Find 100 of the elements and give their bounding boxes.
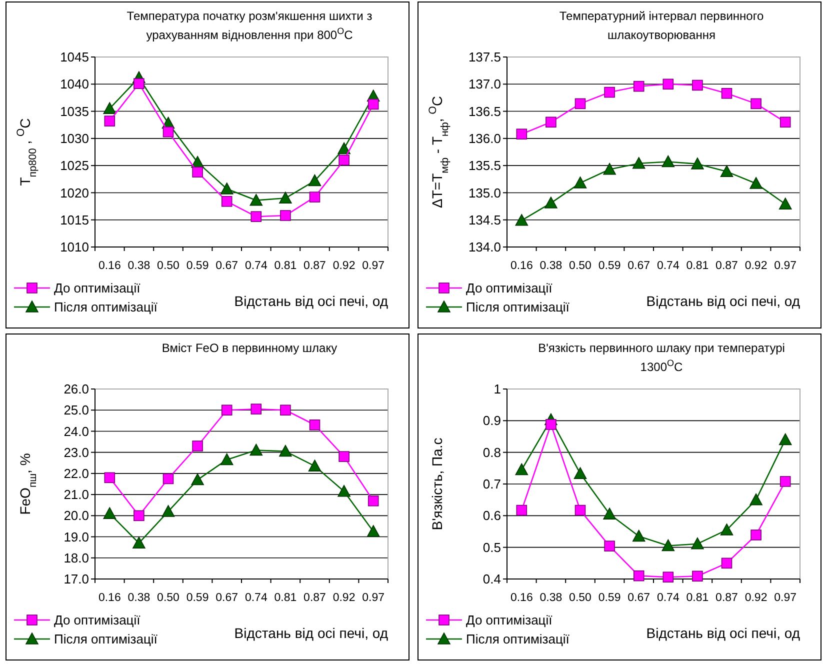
y-axis-title: В'язкість, Па.с bbox=[429, 438, 445, 530]
point bbox=[220, 182, 234, 194]
x-tick-label: 0.81 bbox=[686, 592, 709, 604]
x-tick-label: 0.97 bbox=[362, 592, 385, 604]
x-tick-label: 0.38 bbox=[540, 592, 562, 604]
point bbox=[750, 177, 762, 189]
y-tick-label: 0.8 bbox=[482, 444, 501, 460]
y-tick-label: 17.0 bbox=[64, 572, 89, 587]
x-tick-label: 0.67 bbox=[216, 592, 238, 604]
point bbox=[632, 157, 646, 169]
point bbox=[604, 540, 615, 552]
y-tick-label: 134.5 bbox=[468, 212, 501, 228]
y-tick-label: 1030 bbox=[60, 130, 89, 146]
point bbox=[221, 404, 232, 416]
point bbox=[721, 558, 732, 569]
x-tick-label: 0.97 bbox=[362, 260, 385, 272]
point bbox=[778, 433, 792, 446]
x-axis-title: Відстань від осі печі, од bbox=[646, 625, 800, 641]
point bbox=[662, 539, 675, 552]
y-tick-label: 21.0 bbox=[64, 487, 89, 502]
x-tick-label: 0.92 bbox=[332, 260, 356, 272]
point bbox=[104, 116, 116, 126]
point bbox=[103, 102, 116, 114]
point bbox=[280, 210, 291, 221]
point bbox=[574, 504, 586, 516]
x-tick-label: 0.50 bbox=[157, 592, 180, 604]
point bbox=[366, 525, 380, 537]
point bbox=[250, 194, 263, 206]
point bbox=[368, 98, 379, 110]
x-tick-label: 0.38 bbox=[128, 260, 150, 272]
y-tick-label: 0.4 bbox=[482, 572, 501, 587]
y-tick-label: 19.0 bbox=[64, 529, 89, 544]
y-tick-label: 18.0 bbox=[64, 550, 89, 566]
x-tick-label: 0.67 bbox=[628, 260, 650, 272]
y-tick-label: 137.0 bbox=[468, 76, 501, 92]
x-tick-label: 0.50 bbox=[569, 260, 592, 272]
point bbox=[516, 504, 528, 516]
x-tick-label: 0.16 bbox=[510, 260, 533, 272]
y-tick-label: 20.0 bbox=[64, 508, 89, 524]
point bbox=[338, 154, 350, 166]
y-tick-label: 25.0 bbox=[64, 402, 89, 418]
point bbox=[132, 536, 146, 549]
point bbox=[721, 88, 732, 99]
legend-label: До оптимізації bbox=[466, 280, 553, 296]
point bbox=[191, 473, 204, 486]
x-tick-label: 0.38 bbox=[540, 260, 562, 272]
chart-title: Температура початку розм'якшення шихти з урахуванням відновлення при 800$^{O}$C bbox=[126, 9, 373, 42]
x-tick-label: 0.59 bbox=[186, 592, 209, 604]
point bbox=[221, 196, 232, 207]
point bbox=[250, 211, 262, 222]
x-tick-label: 0.74 bbox=[244, 592, 268, 604]
point bbox=[338, 484, 350, 497]
point bbox=[778, 198, 792, 210]
x-axis-title: Відстань від осі печі, од bbox=[234, 625, 388, 641]
x-tick-label: 0.87 bbox=[716, 592, 738, 604]
point bbox=[134, 78, 144, 89]
point bbox=[632, 530, 646, 542]
y-tick-label: 136.0 bbox=[468, 130, 501, 146]
point bbox=[544, 196, 558, 208]
y-tick-label: 0.6 bbox=[482, 508, 501, 524]
point bbox=[250, 444, 263, 456]
point bbox=[134, 510, 144, 522]
x-tick-label: 0.50 bbox=[157, 260, 180, 272]
y-tick-label: 22.0 bbox=[64, 466, 89, 481]
point bbox=[103, 507, 116, 519]
point bbox=[279, 192, 292, 204]
point bbox=[308, 174, 322, 186]
point bbox=[104, 472, 116, 484]
y-tick-label: 136.5 bbox=[468, 104, 501, 119]
point bbox=[280, 404, 291, 416]
point bbox=[604, 86, 615, 98]
point bbox=[279, 444, 292, 457]
legend-label: До оптимізації bbox=[54, 280, 141, 296]
y-tick-label: 24.0 bbox=[64, 424, 89, 439]
y-tick-label: 1045 bbox=[60, 50, 89, 65]
x-tick-label: 0.16 bbox=[98, 592, 121, 604]
point bbox=[309, 419, 320, 430]
point bbox=[603, 508, 616, 520]
y-tick-label: 135.0 bbox=[468, 185, 501, 200]
x-tick-label: 0.16 bbox=[510, 592, 533, 604]
point bbox=[162, 473, 174, 484]
point bbox=[574, 98, 586, 110]
y-tick-label: 137.5 bbox=[468, 50, 501, 65]
point bbox=[750, 98, 762, 110]
point bbox=[250, 404, 262, 414]
x-tick-label: 0.74 bbox=[656, 592, 680, 604]
x-tick-label: 0.92 bbox=[332, 592, 356, 604]
x-axis-title: Відстань від осі печі, од bbox=[646, 293, 800, 309]
x-tick-label: 0.59 bbox=[186, 260, 209, 272]
x-tick-label: 0.97 bbox=[774, 260, 797, 272]
point bbox=[691, 158, 704, 170]
x-tick-label: 0.97 bbox=[774, 592, 797, 604]
legend-label: Після оптимізації bbox=[466, 632, 570, 647]
point bbox=[368, 495, 379, 506]
y-tick-label: 1025 bbox=[60, 158, 89, 174]
point bbox=[515, 214, 528, 226]
x-tick-label: 0.38 bbox=[128, 592, 150, 604]
point bbox=[720, 165, 734, 177]
point bbox=[546, 116, 556, 128]
point bbox=[162, 505, 175, 517]
